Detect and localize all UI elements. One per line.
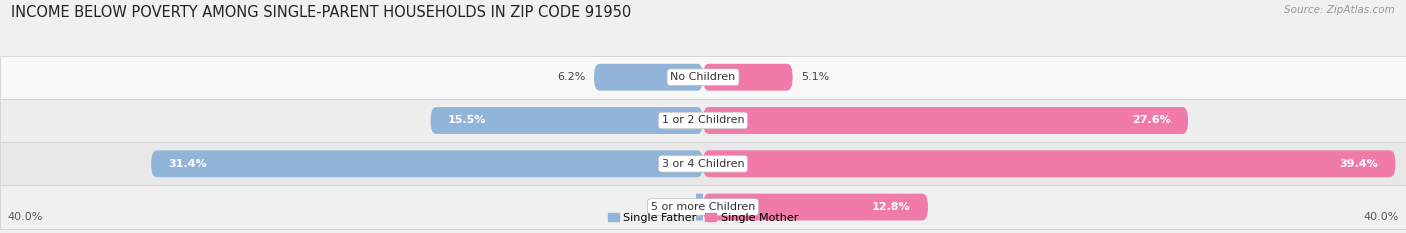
Text: 12.8%: 12.8% (872, 202, 911, 212)
Text: 5 or more Children: 5 or more Children (651, 202, 755, 212)
FancyBboxPatch shape (0, 99, 1406, 142)
Text: 0.0%: 0.0% (666, 202, 695, 212)
Text: 27.6%: 27.6% (1132, 116, 1170, 126)
Text: Source: ZipAtlas.com: Source: ZipAtlas.com (1284, 5, 1395, 15)
FancyBboxPatch shape (593, 64, 703, 91)
FancyBboxPatch shape (703, 150, 1395, 177)
Text: 39.4%: 39.4% (1339, 159, 1378, 169)
Text: 40.0%: 40.0% (7, 212, 42, 222)
Text: 6.2%: 6.2% (557, 72, 585, 82)
FancyBboxPatch shape (152, 150, 703, 177)
Text: 1 or 2 Children: 1 or 2 Children (662, 116, 744, 126)
FancyBboxPatch shape (0, 142, 1406, 185)
Text: 5.1%: 5.1% (801, 72, 830, 82)
FancyBboxPatch shape (703, 64, 793, 91)
Text: INCOME BELOW POVERTY AMONG SINGLE-PARENT HOUSEHOLDS IN ZIP CODE 91950: INCOME BELOW POVERTY AMONG SINGLE-PARENT… (11, 5, 631, 20)
FancyBboxPatch shape (430, 107, 703, 134)
FancyBboxPatch shape (0, 56, 1406, 99)
Text: No Children: No Children (671, 72, 735, 82)
FancyBboxPatch shape (703, 194, 928, 220)
FancyBboxPatch shape (696, 194, 703, 220)
FancyBboxPatch shape (0, 185, 1406, 229)
Text: 3 or 4 Children: 3 or 4 Children (662, 159, 744, 169)
Legend: Single Father, Single Mother: Single Father, Single Mother (603, 209, 803, 227)
FancyBboxPatch shape (703, 107, 1188, 134)
Text: 31.4%: 31.4% (169, 159, 207, 169)
Text: 15.5%: 15.5% (449, 116, 486, 126)
Text: 40.0%: 40.0% (1364, 212, 1399, 222)
